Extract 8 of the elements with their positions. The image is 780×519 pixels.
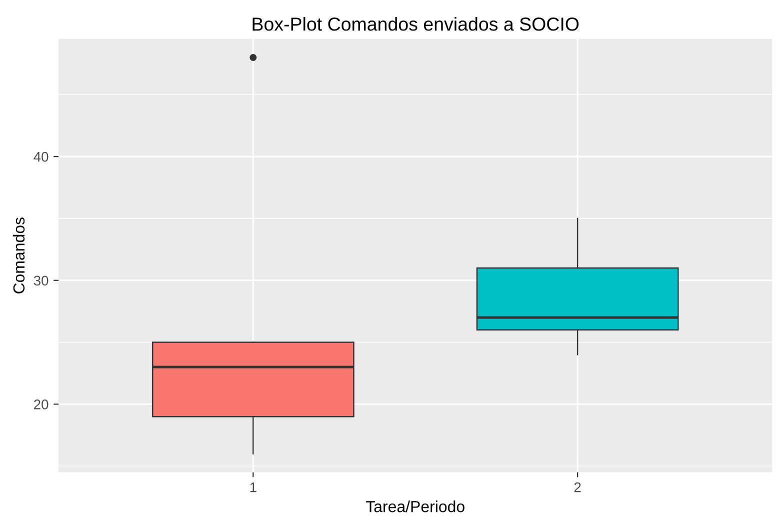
- x-tick-label: 2: [574, 482, 581, 492]
- x-axis-title: Tarea/Periodo: [366, 500, 464, 512]
- y-tick-label: 40: [34, 152, 48, 162]
- y-tick-label: 30: [34, 276, 48, 286]
- y-axis-title: Comandos: [12, 218, 25, 294]
- chart-title: Box-Plot Comandos enviados a SOCIO: [252, 17, 579, 31]
- x-tick-label: 1: [250, 482, 256, 492]
- y-tick-label: 20: [34, 400, 48, 410]
